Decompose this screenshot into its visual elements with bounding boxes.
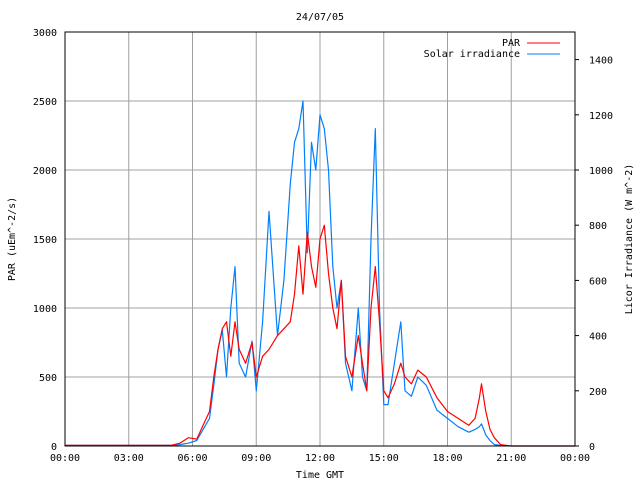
series-line-solar-irradiance bbox=[65, 100, 575, 447]
x-tick-label: 03:00 bbox=[114, 453, 144, 464]
y-right-tick-label: 400 bbox=[589, 332, 607, 343]
x-tick-label: 00:00 bbox=[50, 453, 80, 464]
y-axis-right-label: Licor Irradiance (W m^-2) bbox=[624, 164, 635, 315]
y-right-tick-label: 800 bbox=[589, 221, 607, 232]
plot-frame bbox=[64, 31, 576, 447]
chart-title: 24/07/05 bbox=[296, 12, 344, 23]
y-right-tick-label: 600 bbox=[589, 276, 607, 287]
x-tick-label: 21:00 bbox=[496, 453, 526, 464]
y-left-tick-label: 3000 bbox=[33, 28, 57, 39]
legend-label-par: PAR bbox=[502, 38, 521, 49]
x-tick-label: 15:00 bbox=[369, 453, 399, 464]
y-right-tick-label: 200 bbox=[589, 387, 607, 398]
y-left-tick-label: 1500 bbox=[33, 235, 57, 246]
legend: PAR Solar irradiance bbox=[424, 38, 560, 60]
y-right-tick-label: 0 bbox=[589, 442, 595, 453]
y-left-tick-label: 1000 bbox=[33, 304, 57, 315]
y-left-tick-label: 2500 bbox=[33, 97, 57, 108]
x-tick-label: 09:00 bbox=[241, 453, 271, 464]
x-tick-label: 12:00 bbox=[305, 453, 335, 464]
x-tick-label: 00:00 bbox=[560, 453, 590, 464]
series-layer bbox=[65, 100, 575, 447]
x-tick-label: 06:00 bbox=[177, 453, 207, 464]
y-left-tick-label: 0 bbox=[51, 442, 57, 453]
y-right-tick-label: 1400 bbox=[589, 56, 613, 67]
x-tick-label: 18:00 bbox=[432, 453, 462, 464]
x-axis-label: Time GMT bbox=[296, 470, 344, 480]
y-left-tick-label: 500 bbox=[39, 373, 57, 384]
series-line-par bbox=[65, 224, 575, 447]
y-right-tick-label: 1200 bbox=[589, 111, 613, 122]
y-left-tick-label: 2000 bbox=[33, 166, 57, 177]
tick-labels: 00:00 03:00 06:00 09:00 12:00 15:00 18:00 21:00… bbox=[33, 28, 613, 464]
y-axis-left-label: PAR (uEm^-2/s) bbox=[7, 197, 18, 281]
y-right-tick-label: 1000 bbox=[589, 166, 613, 177]
legend-label-solar-irradiance: Solar irradiance bbox=[424, 49, 520, 60]
